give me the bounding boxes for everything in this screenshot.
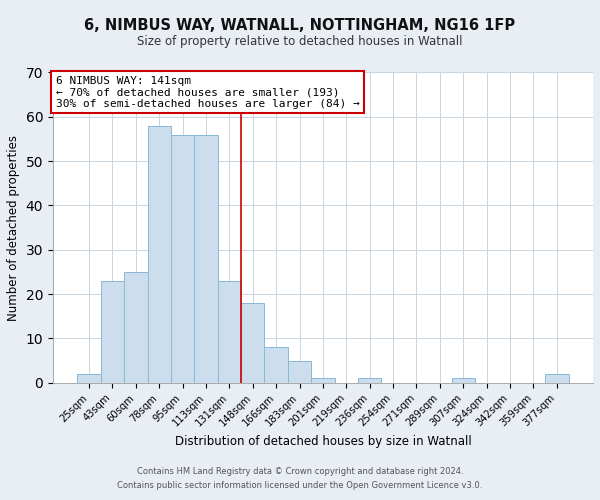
Text: Contains HM Land Registry data © Crown copyright and database right 2024.: Contains HM Land Registry data © Crown c… xyxy=(137,467,463,476)
Bar xyxy=(148,126,171,383)
Bar xyxy=(124,272,148,383)
Bar xyxy=(452,378,475,383)
Bar xyxy=(241,303,265,383)
Bar xyxy=(171,134,194,383)
Bar xyxy=(358,378,382,383)
Text: 6 NIMBUS WAY: 141sqm
← 70% of detached houses are smaller (193)
30% of semi-deta: 6 NIMBUS WAY: 141sqm ← 70% of detached h… xyxy=(56,76,359,108)
Bar xyxy=(194,134,218,383)
Bar xyxy=(101,281,124,383)
Bar xyxy=(265,348,288,383)
Bar xyxy=(77,374,101,383)
Text: Contains public sector information licensed under the Open Government Licence v3: Contains public sector information licen… xyxy=(118,481,482,490)
Bar xyxy=(311,378,335,383)
Text: Size of property relative to detached houses in Watnall: Size of property relative to detached ho… xyxy=(137,35,463,48)
Text: 6, NIMBUS WAY, WATNALL, NOTTINGHAM, NG16 1FP: 6, NIMBUS WAY, WATNALL, NOTTINGHAM, NG16… xyxy=(85,18,515,32)
Bar xyxy=(218,281,241,383)
X-axis label: Distribution of detached houses by size in Watnall: Distribution of detached houses by size … xyxy=(175,435,472,448)
Bar xyxy=(288,360,311,383)
Y-axis label: Number of detached properties: Number of detached properties xyxy=(7,134,20,320)
Bar xyxy=(545,374,569,383)
